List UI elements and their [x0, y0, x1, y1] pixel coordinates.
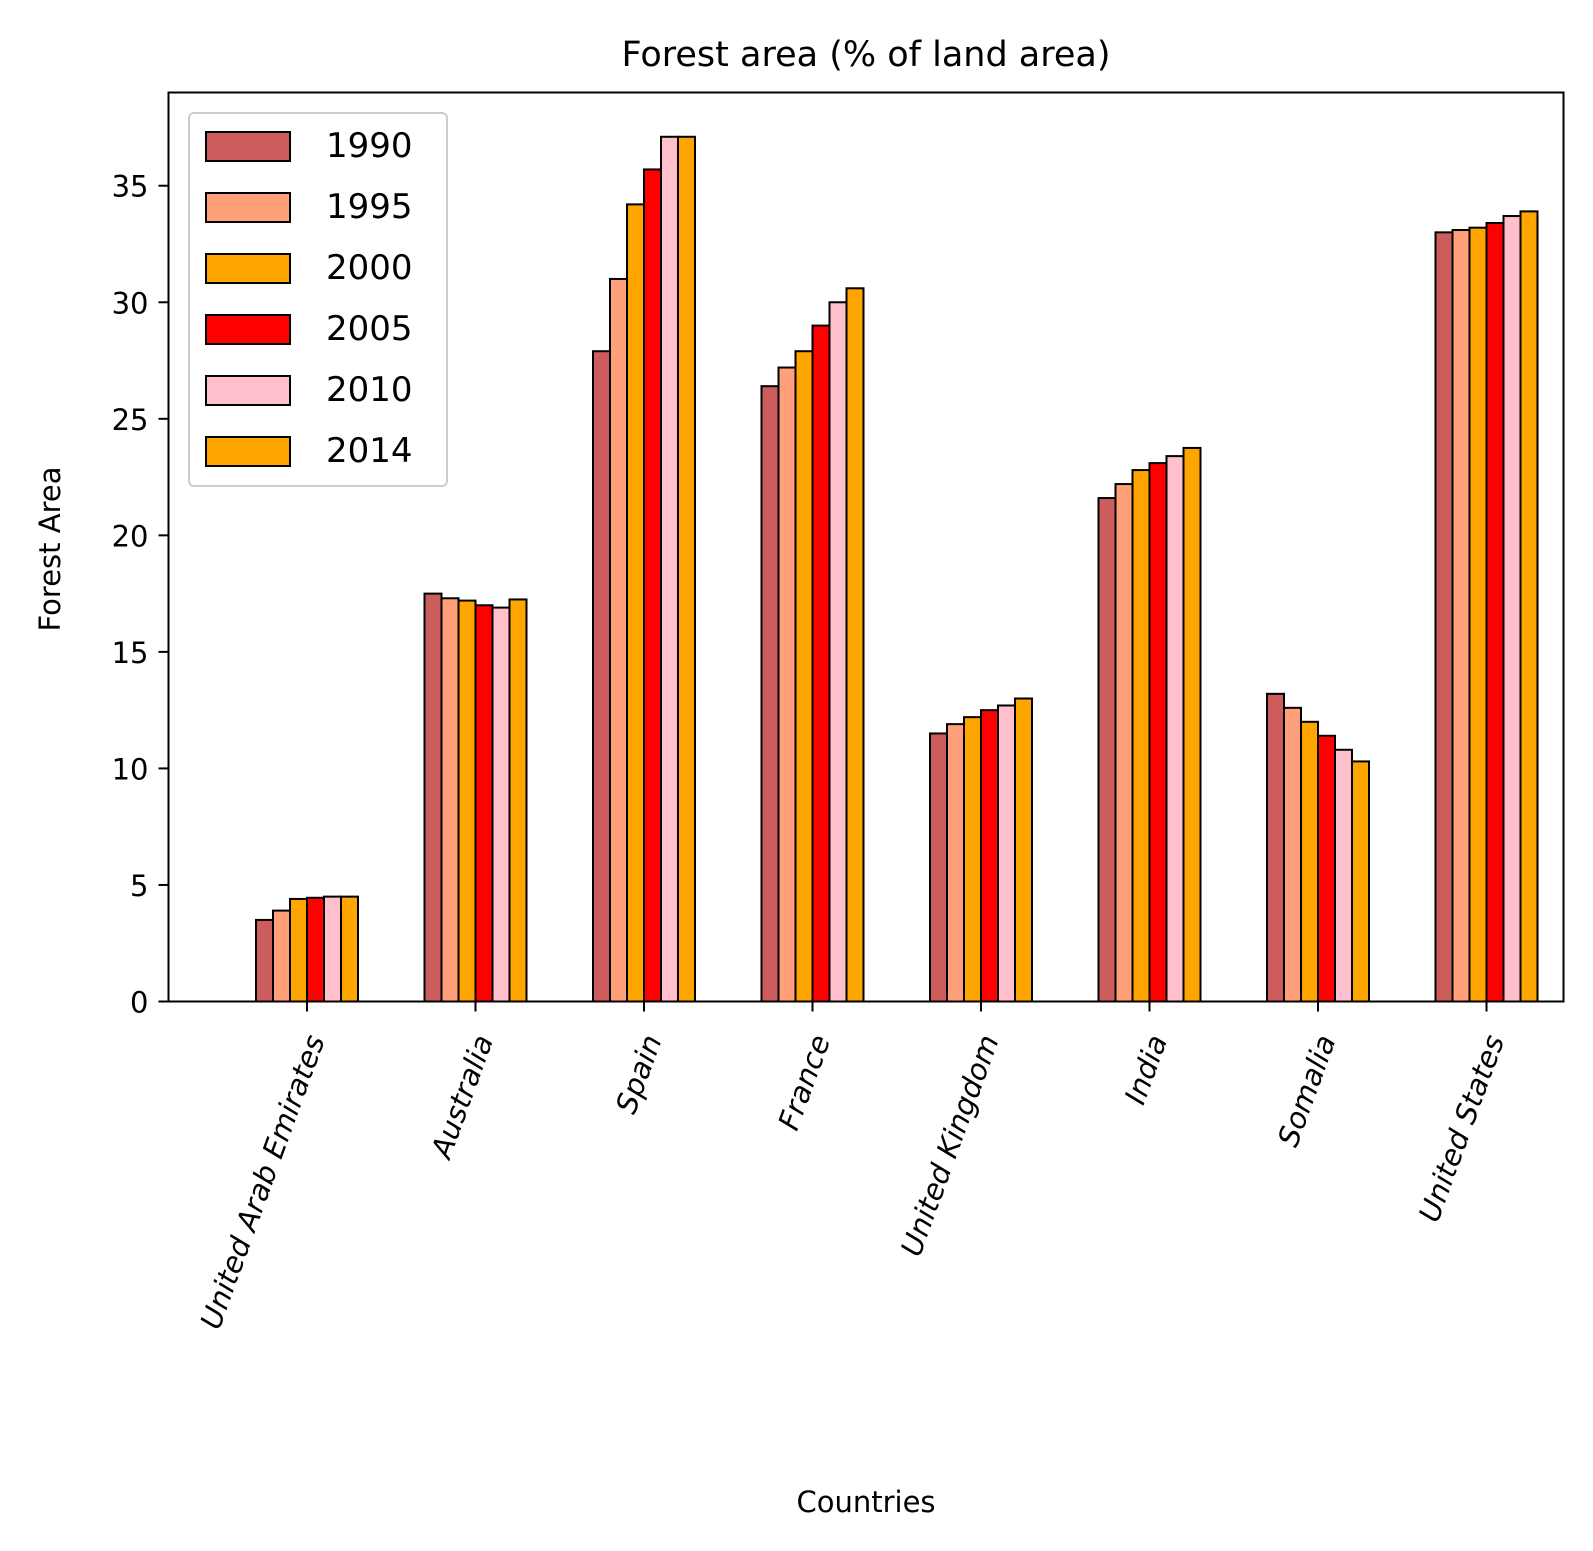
bar-australia-2000: [457, 599, 477, 1003]
y-tick-label: 0: [130, 986, 148, 1020]
bar-united-arab-emirates-1995: [272, 909, 291, 1003]
legend: 1990 1995 2000 2005 2010 2014: [188, 112, 448, 487]
bar-somalia-2005: [1317, 734, 1336, 1003]
x-tick-label: United Kingdom: [894, 1030, 1006, 1260]
bar-australia-2005: [474, 604, 494, 1003]
y-axis-ticks: 0 5 10 15 20 25 30 35: [112, 170, 169, 1020]
bar-india-2000: [1131, 469, 1151, 1003]
legend-swatch-1990: [205, 131, 291, 162]
bar-united-kingdom-2010: [997, 704, 1016, 1003]
legend-swatch-1995: [205, 192, 291, 223]
bar-australia-2014: [508, 598, 528, 1003]
legend-label-2014: 2014: [326, 431, 413, 471]
bar-united-states-2005: [1485, 222, 1505, 1003]
bar-somalia-2000: [1300, 720, 1319, 1003]
legend-label-2005: 2005: [326, 309, 413, 349]
bar-united-arab-emirates-2005: [306, 896, 325, 1003]
bar-france-1990: [760, 385, 780, 1003]
bar-spain-2014: [677, 135, 696, 1003]
bar-france-2010: [828, 301, 848, 1003]
x-tick-label: Somalia: [1271, 1030, 1343, 1151]
bar-spain-2005: [643, 168, 662, 1003]
y-tick-label: 10: [112, 752, 149, 786]
bar-australia-1990: [423, 592, 443, 1003]
bar-united-kingdom-2005: [980, 709, 999, 1003]
bar-france-2005: [811, 324, 831, 1003]
y-tick-label: 25: [112, 403, 149, 437]
bar-france-2000: [794, 350, 814, 1003]
bar-spain-2010: [660, 135, 679, 1003]
bar-united-kingdom-2000: [963, 716, 982, 1003]
bar-france-2014: [845, 287, 865, 1003]
bar-united-arab-emirates-2010: [323, 895, 342, 1003]
x-tick-label: United Arab Emirates: [193, 1030, 331, 1333]
y-axis-label: Forest Area: [33, 467, 67, 632]
legend-swatch-2010: [205, 375, 291, 406]
legend-label-1995: 1995: [326, 187, 413, 227]
legend-label-2000: 2000: [326, 248, 413, 288]
bar-australia-1995: [440, 597, 460, 1003]
bar-united-states-2010: [1502, 215, 1522, 1003]
bar-united-states-2014: [1519, 210, 1539, 1003]
y-tick-label: 15: [112, 636, 149, 670]
bar-somalia-2014: [1351, 760, 1370, 1003]
bar-india-1990: [1097, 497, 1117, 1003]
legend-swatch-2005: [205, 314, 291, 345]
bars-group: [255, 135, 1539, 1003]
bar-united-arab-emirates-1990: [255, 918, 274, 1003]
bar-somalia-2010: [1334, 748, 1353, 1003]
y-tick-label: 5: [130, 869, 148, 903]
x-tick-label: Spain: [609, 1030, 669, 1118]
bar-somalia-1990: [1266, 692, 1285, 1003]
bar-united-states-1995: [1451, 229, 1471, 1003]
x-tick-label: United States: [1412, 1030, 1511, 1226]
bar-somalia-1995: [1283, 706, 1302, 1003]
legend-label-1990: 1990: [326, 126, 413, 166]
bar-france-1995: [777, 366, 797, 1003]
bar-australia-2010: [491, 606, 511, 1003]
plot-frame: [167, 91, 1565, 1003]
legend-label-2010: 2010: [326, 370, 413, 410]
x-tick-label: France: [771, 1030, 837, 1134]
legend-swatch-2014: [205, 436, 291, 467]
y-tick-label: 30: [112, 286, 149, 320]
bar-united-states-1990: [1434, 231, 1454, 1003]
bar-united-states-2000: [1468, 226, 1488, 1003]
bar-india-2014: [1182, 446, 1202, 1003]
x-axis-ticks: United Arab Emirates Australia Spain France…: [193, 1001, 1511, 1333]
x-axis-label: Countries: [796, 1485, 935, 1519]
bar-united-kingdom-1990: [929, 732, 948, 1003]
bar-spain-1990: [592, 350, 611, 1003]
chart-title: Forest area (% of land area): [621, 35, 1110, 75]
x-tick-label: Australia: [424, 1030, 501, 1164]
y-tick-label: 35: [112, 170, 149, 204]
bar-united-kingdom-2014: [1014, 697, 1033, 1003]
bar-india-2010: [1165, 455, 1185, 1003]
bar-spain-2000: [626, 203, 645, 1003]
bar-united-arab-emirates-2000: [289, 897, 308, 1003]
y-tick-label: 20: [112, 519, 149, 553]
bar-united-arab-emirates-2014: [340, 895, 359, 1003]
bar-india-1995: [1114, 483, 1134, 1003]
legend-swatch-2000: [205, 253, 291, 284]
bar-spain-1995: [609, 277, 628, 1003]
bar-india-2005: [1148, 462, 1168, 1003]
bar-united-kingdom-1995: [946, 723, 965, 1003]
x-tick-label: India: [1118, 1030, 1174, 1109]
